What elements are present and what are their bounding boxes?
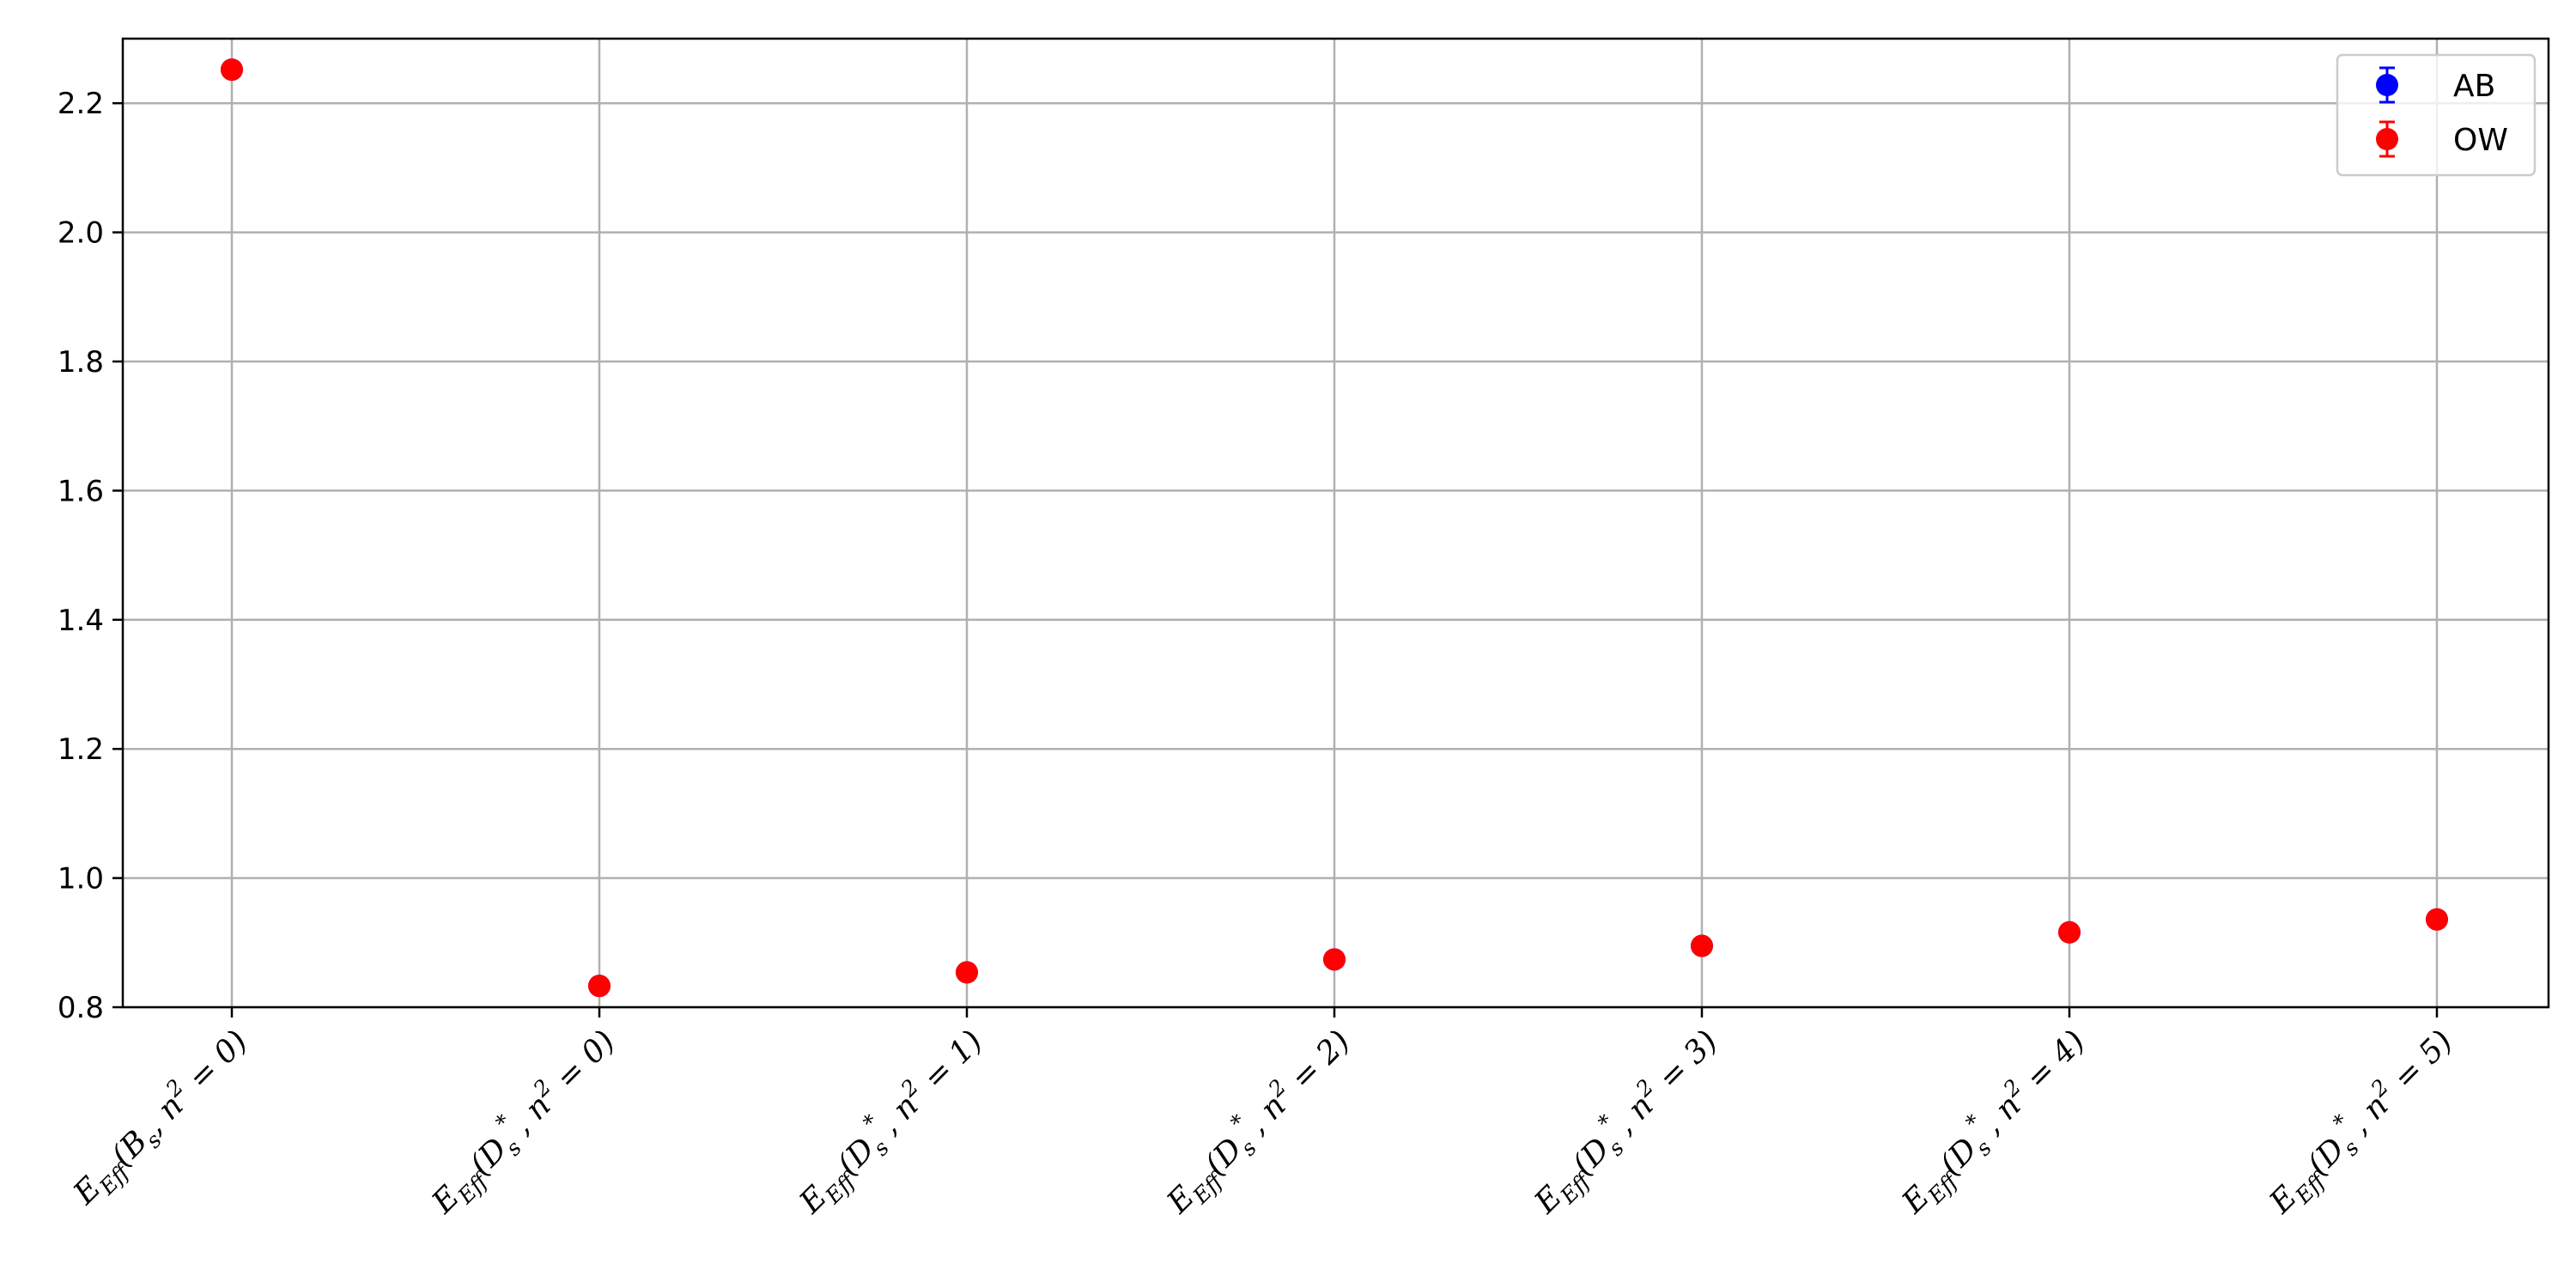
data-point-ow xyxy=(956,961,978,984)
data-point-ow xyxy=(1323,948,1346,971)
y-tick-label: 2.2 xyxy=(58,87,104,121)
data-point-ow xyxy=(221,58,243,82)
y-tick-label: 1.2 xyxy=(58,732,104,767)
y-tick-label: 2.0 xyxy=(58,216,104,251)
data-point-ow xyxy=(588,975,611,998)
legend-label-ab: AB xyxy=(2453,69,2495,104)
y-tick-label: 1.8 xyxy=(58,345,104,380)
mark-layer xyxy=(221,58,2448,998)
data-point-ow xyxy=(2058,920,2081,944)
y-tick-label: 1.0 xyxy=(58,862,104,896)
y-tick-label: 1.6 xyxy=(58,474,104,508)
legend-label-ow: OW xyxy=(2453,123,2508,158)
legend-marker-ab xyxy=(2376,74,2398,96)
legend-marker-ow xyxy=(2376,128,2398,150)
y-tick-label: 1.4 xyxy=(58,604,104,638)
data-point-ow xyxy=(2426,908,2448,931)
plot-frame xyxy=(121,37,2550,1009)
y-tick-label: 0.8 xyxy=(58,991,104,1025)
data-point-ow xyxy=(1691,934,1713,957)
legend: AB OW xyxy=(2336,53,2537,177)
grid-layer xyxy=(123,39,2549,1009)
